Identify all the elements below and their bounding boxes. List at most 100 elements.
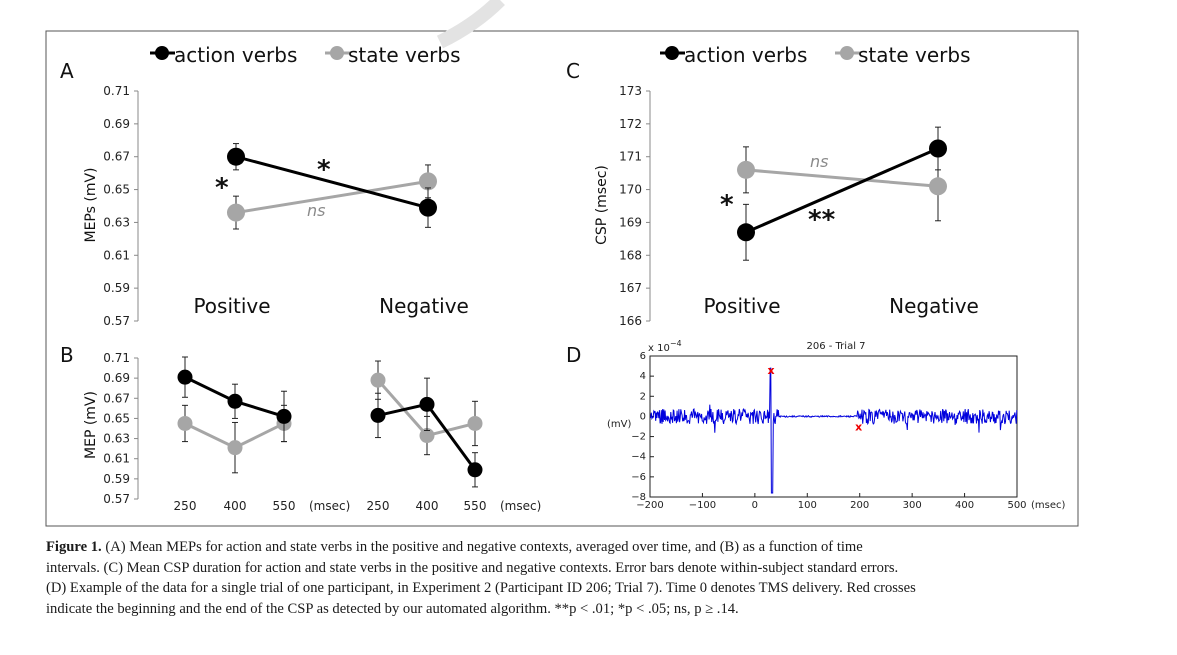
panel-b-action-point xyxy=(467,462,483,478)
panel-d-x-tick-label: 400 xyxy=(955,500,974,511)
panel-c-star-1: * xyxy=(720,190,734,220)
panel-b-x-tick-label: 400 xyxy=(416,499,439,513)
panel-b-state-point xyxy=(467,415,483,431)
panel-d-emg-trace xyxy=(650,367,1018,494)
panel-a-letter: A xyxy=(60,59,74,83)
panel-a-state-point xyxy=(227,203,245,222)
panel-d: D x 10−4 206 - Trial 7 (mV) −8−6−4−20246… xyxy=(566,339,1066,511)
caption-line-3: (D) Example of the data for a single tri… xyxy=(46,580,916,596)
panel-b-y-tick-label: 0.65 xyxy=(103,411,130,425)
panel-a-legend: action verbs state verbs xyxy=(150,43,461,67)
panel-a-x-category-label: Positive xyxy=(193,294,270,318)
panel-d-csp-marker: x xyxy=(768,364,775,377)
panel-a-state-line xyxy=(235,179,429,215)
panel-d-x-tick-label: 500 xyxy=(1007,500,1026,511)
panel-b-state-point xyxy=(370,372,386,388)
panel-b-x-tick-label: 550 xyxy=(273,499,296,513)
panel-a-y-tick-label: 0.59 xyxy=(103,281,130,295)
figure: A action verbs state verbs MEPs (mV) 0.5… xyxy=(45,0,1079,527)
panel-d-letter: D xyxy=(566,343,581,367)
panel-c-state-point xyxy=(929,177,947,196)
panel-c-y-tick-label: 169 xyxy=(619,215,642,229)
panel-d-exponent-power: −4 xyxy=(670,339,682,348)
panel-b-x-unit: (msec) xyxy=(309,499,350,513)
panel-b-letter: B xyxy=(60,343,74,367)
panel-d-exponent-base: x 10 xyxy=(648,343,670,354)
panel-b-y-tick-label: 0.57 xyxy=(103,492,130,506)
panel-d-x-tick-label: 0 xyxy=(752,500,758,511)
panel-b-y-tick-label: 0.69 xyxy=(103,371,130,385)
panel-a-y-tick-label: 0.69 xyxy=(103,117,130,131)
figure-frame xyxy=(45,30,1079,527)
panel-a-star-1: * xyxy=(215,173,229,203)
panel-c-y-tick-label: 171 xyxy=(619,150,642,164)
panel-c-y-tick-label: 166 xyxy=(619,314,642,328)
panel-a-plot: 0.57 0.59 0.61 0.63 0.65 0.67 0.69 0.71 Positive… xyxy=(103,84,469,328)
panel-a-action-point xyxy=(227,147,245,166)
panel-d-y-tick-label: 2 xyxy=(640,391,646,402)
panel-d-y-tick-label: −6 xyxy=(631,472,646,483)
panel-c-state-line xyxy=(745,168,939,188)
panel-c-plot: 166 167 168 169 170 171 172 173 Positive Negative xyxy=(619,84,979,328)
legend-state-label: state verbs xyxy=(348,43,461,67)
panel-b-state-point xyxy=(227,440,243,456)
panel-a-star-2: * xyxy=(317,155,331,185)
panel-b-action-point xyxy=(227,393,243,409)
panel-c-y-tick-label: 173 xyxy=(619,84,642,98)
panel-d-csp-marker: x xyxy=(855,421,862,434)
panel-b-ylabel: MEP (mV) xyxy=(83,391,99,459)
panel-a-ns: ns xyxy=(307,201,325,220)
caption-line-2: intervals. (C) Mean CSP duration for act… xyxy=(46,559,899,576)
legend-action-marker xyxy=(155,46,169,60)
panel-b-y-tick-label: 0.61 xyxy=(103,452,130,466)
panel-b-x-tick-label: 400 xyxy=(224,499,247,513)
panel-d-x-tick-label: 100 xyxy=(798,500,817,511)
panel-c-y-tick-label: 172 xyxy=(619,117,642,131)
panel-d-y-tick-label: −2 xyxy=(631,432,646,443)
legend-state-marker xyxy=(330,46,344,60)
panel-a-y-tick-label: 0.71 xyxy=(103,84,130,98)
panel-c-x-category-label: Positive xyxy=(703,294,780,318)
panel-c-y-tick-label: 167 xyxy=(619,281,642,295)
panel-d-x-tick-label: −200 xyxy=(636,500,663,511)
panel-c-legend: action verbs state verbs xyxy=(660,43,971,67)
panel-b-y-tick-label: 0.59 xyxy=(103,472,130,486)
panel-d-x-tick-label: 200 xyxy=(850,500,869,511)
panel-d-x-tick-label: −100 xyxy=(689,500,716,511)
panel-d-axes-box xyxy=(649,355,1018,498)
caption-line-1: Figure 1. (A) Mean MEPs for action and s… xyxy=(46,537,1136,558)
panel-c-letter: C xyxy=(566,59,580,83)
panel-a-action-line xyxy=(235,155,429,210)
panel-b-y-tick-label: 0.71 xyxy=(103,351,130,365)
panel-b-action-point xyxy=(276,408,292,424)
panel-d-x-tick-label: 300 xyxy=(903,500,922,511)
panel-d-y-tick-label: 0 xyxy=(640,411,646,422)
legend-state-marker-c xyxy=(840,46,854,60)
panel-a: A action verbs state verbs MEPs (mV) 0.5… xyxy=(60,43,469,328)
panel-c-action-point xyxy=(737,223,755,242)
panel-a-x-category-label: Negative xyxy=(379,294,469,318)
panel-b-y-tick-label: 0.63 xyxy=(103,432,130,446)
panel-a-y-tick-label: 0.63 xyxy=(103,215,130,229)
panel-c-y-tick-label: 168 xyxy=(619,248,642,262)
legend-action-marker-c xyxy=(665,46,679,60)
panel-c-x-category-label: Negative xyxy=(889,294,979,318)
panel-b-x-tick-label: 250 xyxy=(367,499,390,513)
panel-a-y-tick-label: 0.67 xyxy=(103,150,130,164)
panel-d-y-tick-label: −4 xyxy=(631,452,646,463)
panel-b-state-point xyxy=(419,428,435,444)
panel-b-state-point xyxy=(177,415,193,431)
panel-c-ns: ns xyxy=(810,152,828,171)
panel-b-action-point xyxy=(370,407,386,423)
panel-c-action-line xyxy=(745,147,939,234)
panel-b-action-point xyxy=(177,369,193,385)
legend-state-label-c: state verbs xyxy=(858,43,971,67)
panel-d-y-tick-label: 6 xyxy=(640,351,646,362)
panel-d-title: 206 - Trial 7 xyxy=(806,341,865,352)
panel-b-plot: 0.57 0.59 0.61 0.63 0.65 0.67 0.69 0.71 250 400 55… xyxy=(103,351,541,513)
panel-b-action-point xyxy=(419,396,435,412)
panel-a-state-point xyxy=(419,172,437,191)
panel-c-ylabel: CSP (msec) xyxy=(594,165,610,245)
legend-action-label: action verbs xyxy=(174,43,297,67)
panel-d-y-tick-label: 4 xyxy=(640,371,646,382)
